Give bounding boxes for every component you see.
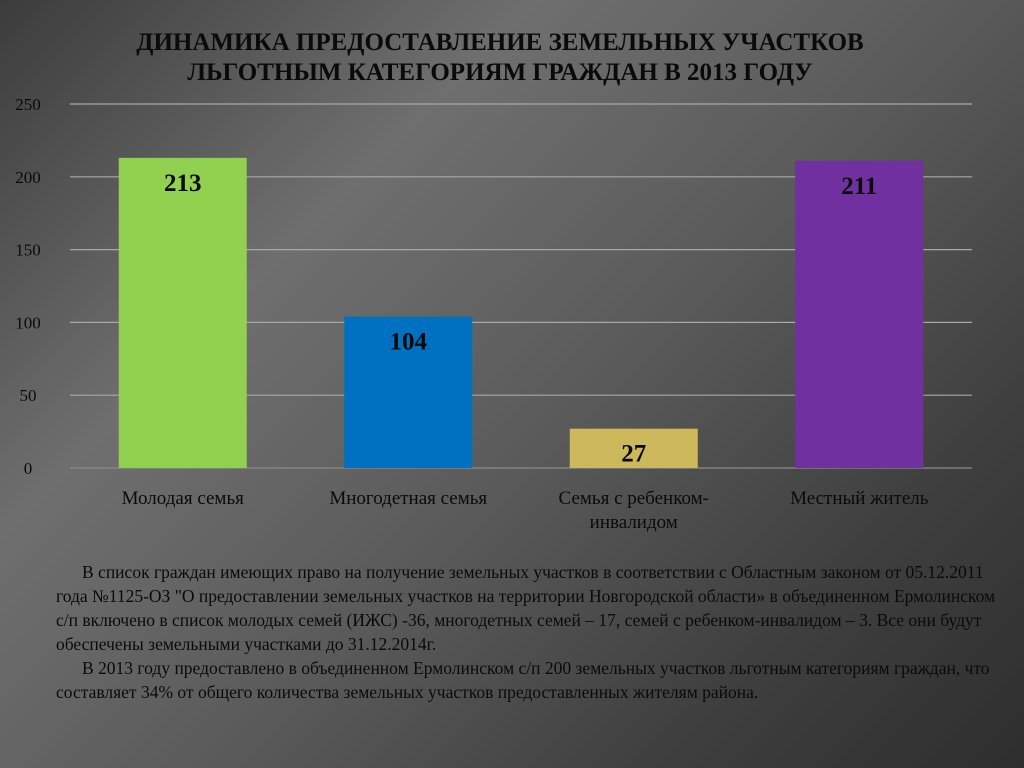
description-paragraph-2: В 2013 году предоставлено в объединенном… — [56, 658, 990, 702]
description-text: В список граждан имеющих право на получе… — [56, 560, 996, 704]
x-category-label: инвалидом — [590, 512, 678, 533]
data-label: 213 — [164, 170, 202, 197]
chart-title-line-1: ДИНАМИКА ПРЕДОСТАВЛЕНИЕ ЗЕМЕЛЬНЫХ УЧАСТК… — [136, 29, 864, 56]
data-label: 104 — [390, 329, 428, 356]
bar-chart: 0 50 100 150 200 250 213 Молодая семья 104 Многод… — [15, 95, 972, 533]
bar — [569, 428, 698, 468]
x-category-label: Многодетная семья — [329, 488, 487, 509]
data-label: 27 — [621, 441, 646, 468]
bar — [344, 316, 473, 468]
x-category-label: Молодая семья — [122, 488, 244, 509]
y-tick-label: 100 — [15, 313, 41, 332]
y-tick-label: 50 — [20, 386, 37, 405]
y-tick-label: 200 — [15, 168, 41, 187]
description-paragraph-1: В список граждан имеющих право на получе… — [56, 562, 996, 654]
data-label: 211 — [841, 173, 877, 200]
bar — [118, 157, 247, 468]
x-category-label: Семья с ребенком- — [559, 488, 709, 509]
y-tick-label: 0 — [24, 459, 33, 478]
x-category-label: Местный житель — [790, 488, 929, 509]
chart-title-line-2: ЛЬГОТНЫМ КАТЕГОРИЯМ ГРАЖДАН В 2013 ГОДУ — [187, 59, 813, 86]
bar — [795, 160, 924, 468]
y-tick-label: 250 — [15, 95, 41, 114]
y-tick-label: 150 — [15, 241, 41, 260]
chart-title: ДИНАМИКА ПРЕДОСТАВЛЕНИЕ ЗЕМЕЛЬНЫХ УЧАСТК… — [60, 28, 940, 88]
